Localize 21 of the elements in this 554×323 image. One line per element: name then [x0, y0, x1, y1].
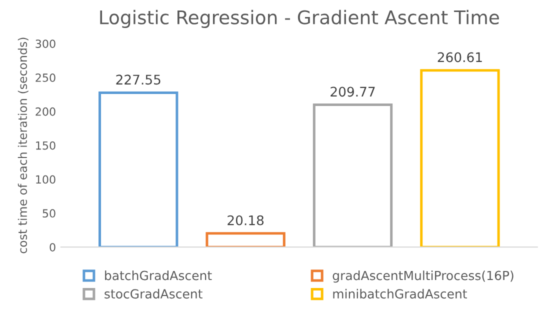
data-label: 260.61 — [438, 52, 482, 62]
legend-label: minibatchGradAscent — [333, 288, 468, 299]
legend-label: stocGradAscent — [104, 288, 202, 299]
y-tick-label: 50 — [42, 209, 56, 218]
legend-label: batchGradAscent — [105, 270, 212, 280]
data-label: 209.77 — [330, 86, 375, 97]
y-tick-label: 200 — [36, 107, 56, 116]
data-label: 227.55 — [116, 74, 160, 85]
y-tick-label: 300 — [36, 40, 56, 48]
y-tick-label: 150 — [36, 141, 56, 150]
chart-title: Logistic Regression - Gradient Ascent Time — [100, 10, 499, 28]
y-tick-label: 100 — [36, 175, 56, 184]
bar — [312, 104, 393, 248]
bar — [98, 92, 178, 248]
y-tick-label: 250 — [36, 73, 56, 82]
y-axis-title: cost time of each iteration (seconds) — [18, 38, 28, 254]
legend-label: gradAscentMultiProcess(16P) — [332, 270, 514, 283]
bar — [206, 232, 286, 248]
y-tick-label: 0 — [50, 243, 56, 252]
data-label: 20.18 — [228, 215, 264, 226]
bar — [420, 69, 500, 248]
